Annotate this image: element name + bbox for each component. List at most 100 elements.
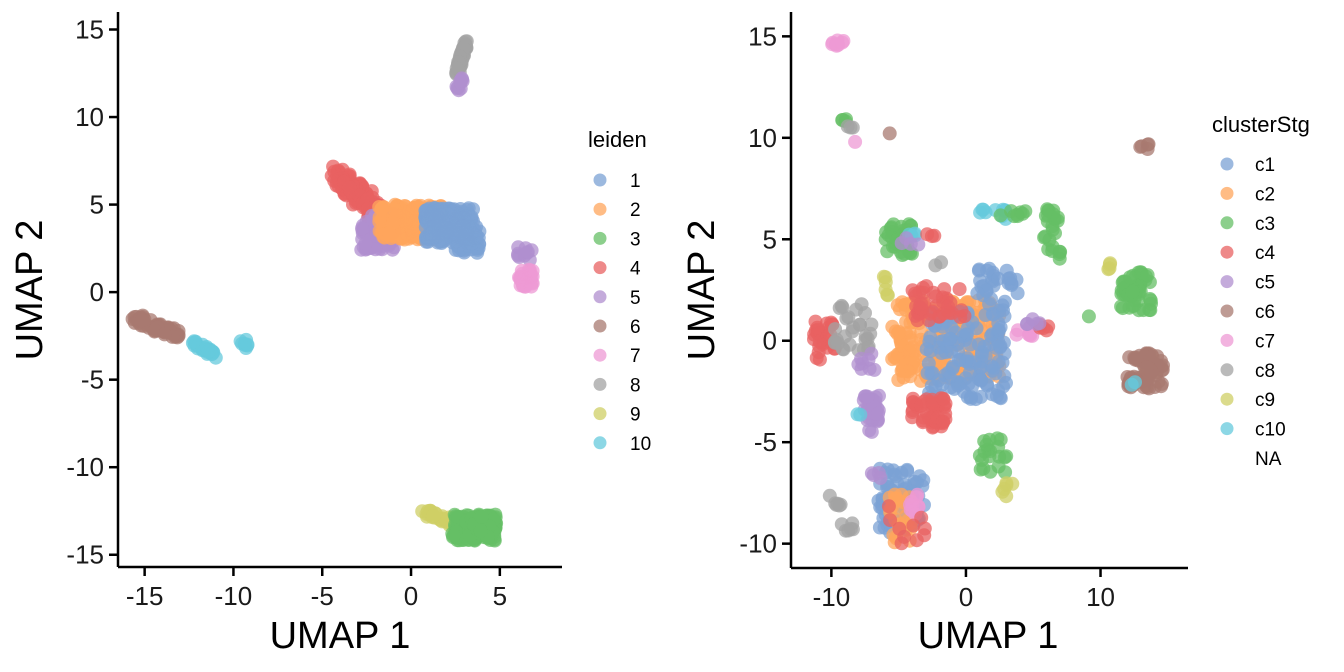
right-scatter-points [807,33,1170,551]
scatter-point [842,337,857,352]
legend-swatch [1220,186,1234,200]
scatter-point [448,226,463,241]
scatter-point [954,303,969,318]
y-tick-label: 5 [763,224,777,254]
scatter-point [1140,360,1154,375]
scatter-point [1123,270,1137,285]
scatter-point [202,344,216,359]
scatter-point [1124,377,1139,392]
legend-label: c7 [1255,331,1275,352]
legend-label: 2 [630,200,641,221]
scatter-point [843,521,858,536]
right-x-ticks: -10 0 10 [813,568,1115,612]
scatter-point [897,246,912,261]
scatter-point [1102,261,1117,276]
scatter-point [828,322,843,337]
scatter-point [525,263,540,278]
right-legend-title: clusterStg [1212,112,1310,137]
scatter-point [934,255,949,270]
legend-label: 4 [630,259,641,280]
y-tick-label: 10 [75,102,104,132]
scatter-point [854,297,869,312]
scatter-point [882,126,897,141]
legend-label: 6 [630,317,641,338]
legend-label: 5 [630,288,641,309]
scatter-point [447,202,462,217]
scatter-point [973,205,988,220]
y-tick-label: -10 [66,452,104,482]
legend-swatch [593,319,607,333]
scatter-point [135,313,150,328]
x-tick-label: 0 [959,582,973,612]
scatter-point [1050,210,1065,225]
scatter-point [342,180,357,195]
scatter-point [240,337,255,352]
y-tick-label: 5 [90,190,104,220]
legend-label: 9 [630,405,641,426]
right-umap-plot: -10 -5 0 5 10 15 -10 0 10 UMAP 1 UMAP 2 cluster… [681,12,1310,657]
scatter-point [928,289,943,304]
left-x-ticks: -15 -10 -5 0 5 [126,567,507,611]
scatter-point [810,320,825,335]
legend-swatch [1220,363,1234,377]
y-tick-label: -5 [81,365,104,395]
scatter-point [972,262,987,277]
legend-label: c9 [1255,390,1275,411]
scatter-point [928,379,943,394]
scatter-point [890,326,905,341]
scatter-point [991,459,1006,474]
legend-label: 3 [630,229,641,250]
scatter-point [834,298,849,313]
legend-label: c5 [1255,273,1275,294]
y-tick-label: 15 [75,15,104,45]
scatter-point [986,360,1001,375]
legend-swatch [1220,304,1234,318]
scatter-point [914,510,929,525]
scatter-point [901,344,916,359]
scatter-point [991,271,1006,286]
y-tick-label: -10 [739,529,777,559]
scatter-point [970,286,985,301]
y-tick-label: -5 [754,427,777,457]
scatter-point [979,437,994,452]
scatter-point [840,119,855,134]
legend-swatch [593,407,607,421]
legend-swatch [593,173,607,187]
left-legend-title: leiden [588,127,647,152]
scatter-point [520,245,535,259]
scatter-point [936,392,951,407]
legend-label: c2 [1255,184,1275,205]
left-scatter-points [125,34,540,548]
scatter-point [916,285,931,300]
x-tick-label: -5 [311,581,334,611]
legend-swatch [593,377,607,391]
scatter-point [876,269,891,284]
scatter-point [897,529,912,544]
scatter-point [952,282,967,297]
legend-swatch [1220,333,1234,347]
scatter-point [899,355,914,370]
y-tick-label: 0 [763,326,777,356]
scatter-point [1154,354,1168,368]
scatter-point [941,299,956,314]
legend-swatch [1220,275,1234,289]
scatter-point [999,489,1014,504]
y-tick-label: -15 [66,540,104,570]
x-tick-label: -15 [126,581,164,611]
scatter-point [473,523,488,538]
scatter-point [993,208,1008,223]
scatter-point [853,407,868,422]
legend-label: c8 [1255,361,1275,382]
scatter-point [887,487,902,502]
legend-swatch [593,202,607,216]
right-legend: clusterStg c1 c2 c3 c4 c5 c6 c7 c8 c9 c10 NA [1212,112,1310,470]
left-legend: leiden 1 2 3 4 5 6 7 8 9 10 [588,127,651,455]
right-x-axis-title: UMAP 1 [918,615,1059,657]
scatter-point [997,368,1012,383]
scatter-point [446,528,461,543]
scatter-point [187,334,202,349]
scatter-point [881,499,896,514]
left-y-axis-title: UMAP 2 [9,220,51,361]
right-y-axis-title: UMAP 2 [681,220,723,361]
scatter-point [902,325,917,340]
